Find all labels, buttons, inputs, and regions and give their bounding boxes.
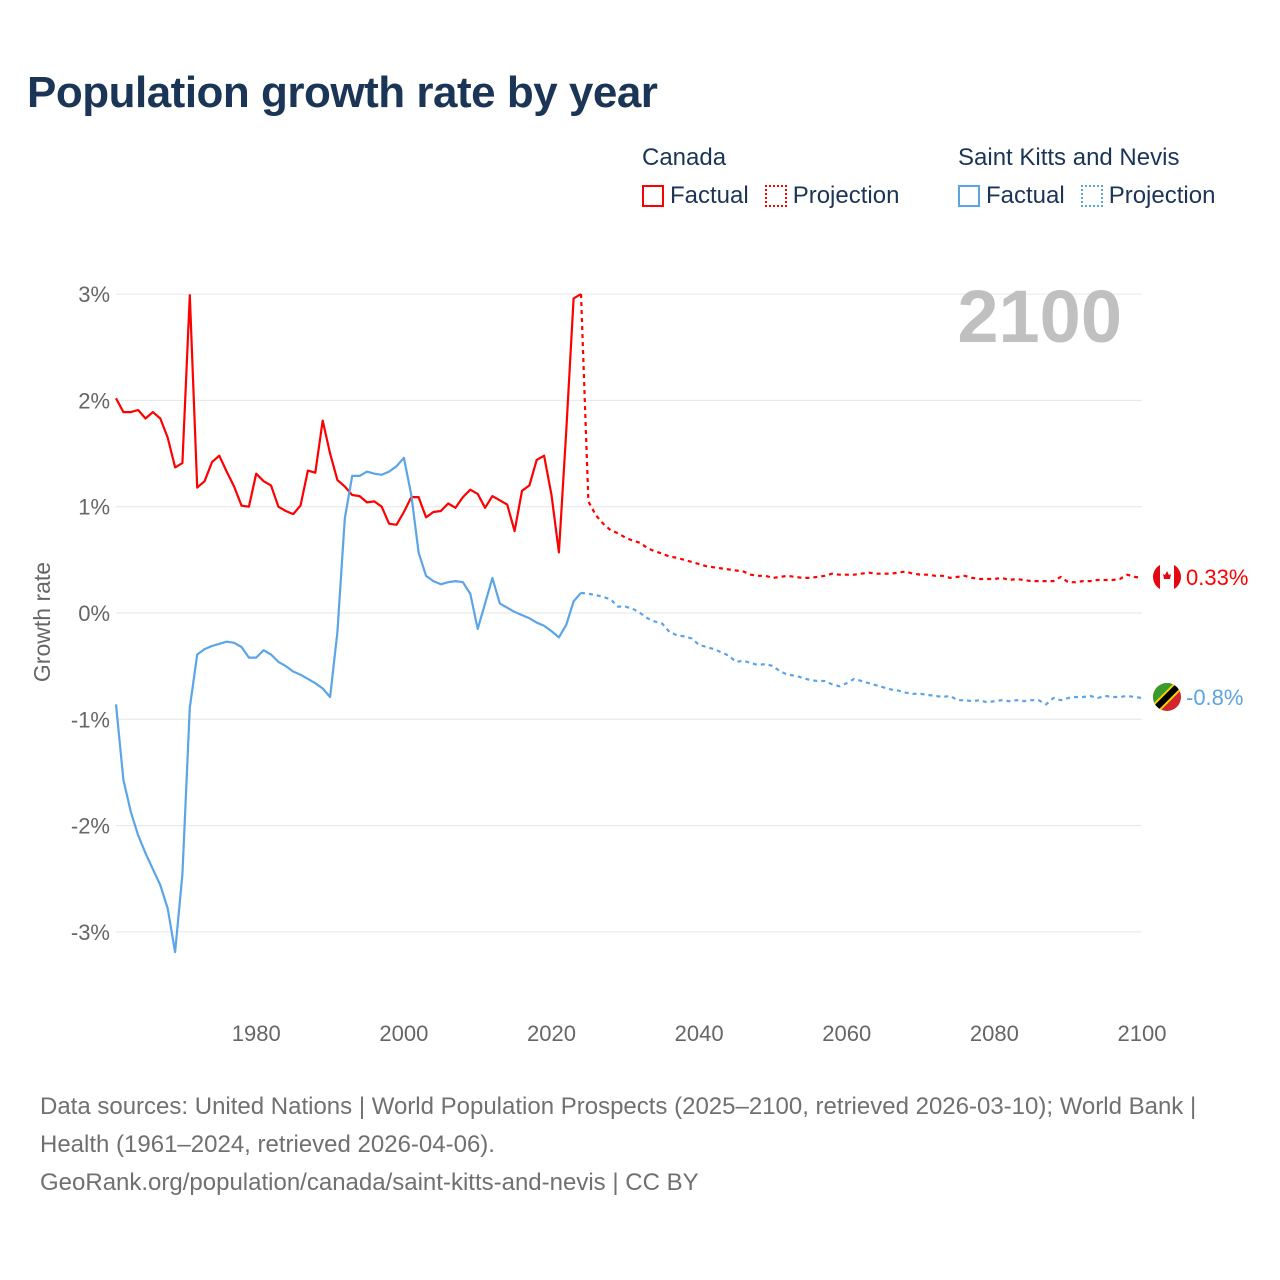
- canada-flag-icon: [1153, 563, 1181, 591]
- series-line-canada-projection: [579, 294, 1143, 584]
- saint-kitts-flag-icon: [1153, 683, 1181, 711]
- x-tick-label: 2040: [675, 1021, 724, 1046]
- x-tick-label: 1980: [232, 1021, 281, 1046]
- x-tick-label: 2060: [822, 1021, 871, 1046]
- y-tick-label: -2%: [71, 814, 110, 839]
- footer-link[interactable]: GeoRank.org/population/canada/saint-kitt…: [40, 1169, 699, 1196]
- footer-sources: Data sources: United Nations | World Pop…: [40, 1088, 1240, 1202]
- x-tick-label: 2100: [1118, 1021, 1167, 1046]
- legend-canada-projection[interactable]: Projection: [764, 182, 900, 210]
- legend-label: Factual: [986, 182, 1065, 209]
- legend-label: Factual: [670, 182, 749, 209]
- solid-swatch-icon: [642, 185, 664, 207]
- legend-label: Projection: [1108, 182, 1216, 209]
- y-axis-label: Growth rate: [29, 562, 55, 682]
- y-tick-label: -3%: [71, 920, 110, 945]
- y-tick-label: 1%: [78, 495, 110, 520]
- x-tick-label: 2020: [527, 1021, 576, 1046]
- series-line-saint-kitts-and-nevis-factual: [114, 456, 582, 954]
- page-title: Population growth rate by year: [27, 68, 658, 117]
- series-line-canada-factual: [115, 293, 582, 554]
- skn-end-label: -0.8%: [1186, 685, 1243, 710]
- legend-group-canada: Canada Factual Projection: [642, 144, 899, 210]
- canada-end-label: 0.33%: [1186, 565, 1248, 590]
- dotted-swatch-icon: [1080, 185, 1103, 207]
- legend-group-title: Saint Kitts and Nevis: [958, 144, 1180, 171]
- legend-skn-projection[interactable]: Projection: [1080, 182, 1216, 210]
- y-tick-label: -1%: [71, 707, 110, 732]
- legend-label: Projection: [792, 182, 900, 209]
- y-tick-label: 2%: [78, 388, 110, 413]
- solid-swatch-icon: [958, 185, 980, 207]
- series-line-saint-kitts-and-nevis-projection: [580, 591, 1143, 706]
- dotted-swatch-icon: [764, 185, 787, 207]
- y-tick-label: 0%: [78, 601, 110, 626]
- legend-skn-factual[interactable]: Factual: [958, 182, 1065, 210]
- year-watermark: 2100: [957, 275, 1122, 358]
- legend-group-skn: Saint Kitts and Nevis Factual Projection: [958, 144, 1215, 210]
- footer-sources-text: Data sources: United Nations | World Pop…: [40, 1093, 1197, 1158]
- y-tick-label: 3%: [78, 282, 110, 307]
- x-tick-label: 2080: [970, 1021, 1019, 1046]
- legend-group-title: Canada: [642, 144, 727, 171]
- legend-canada-factual[interactable]: Factual: [642, 182, 749, 210]
- x-tick-label: 2000: [379, 1021, 428, 1046]
